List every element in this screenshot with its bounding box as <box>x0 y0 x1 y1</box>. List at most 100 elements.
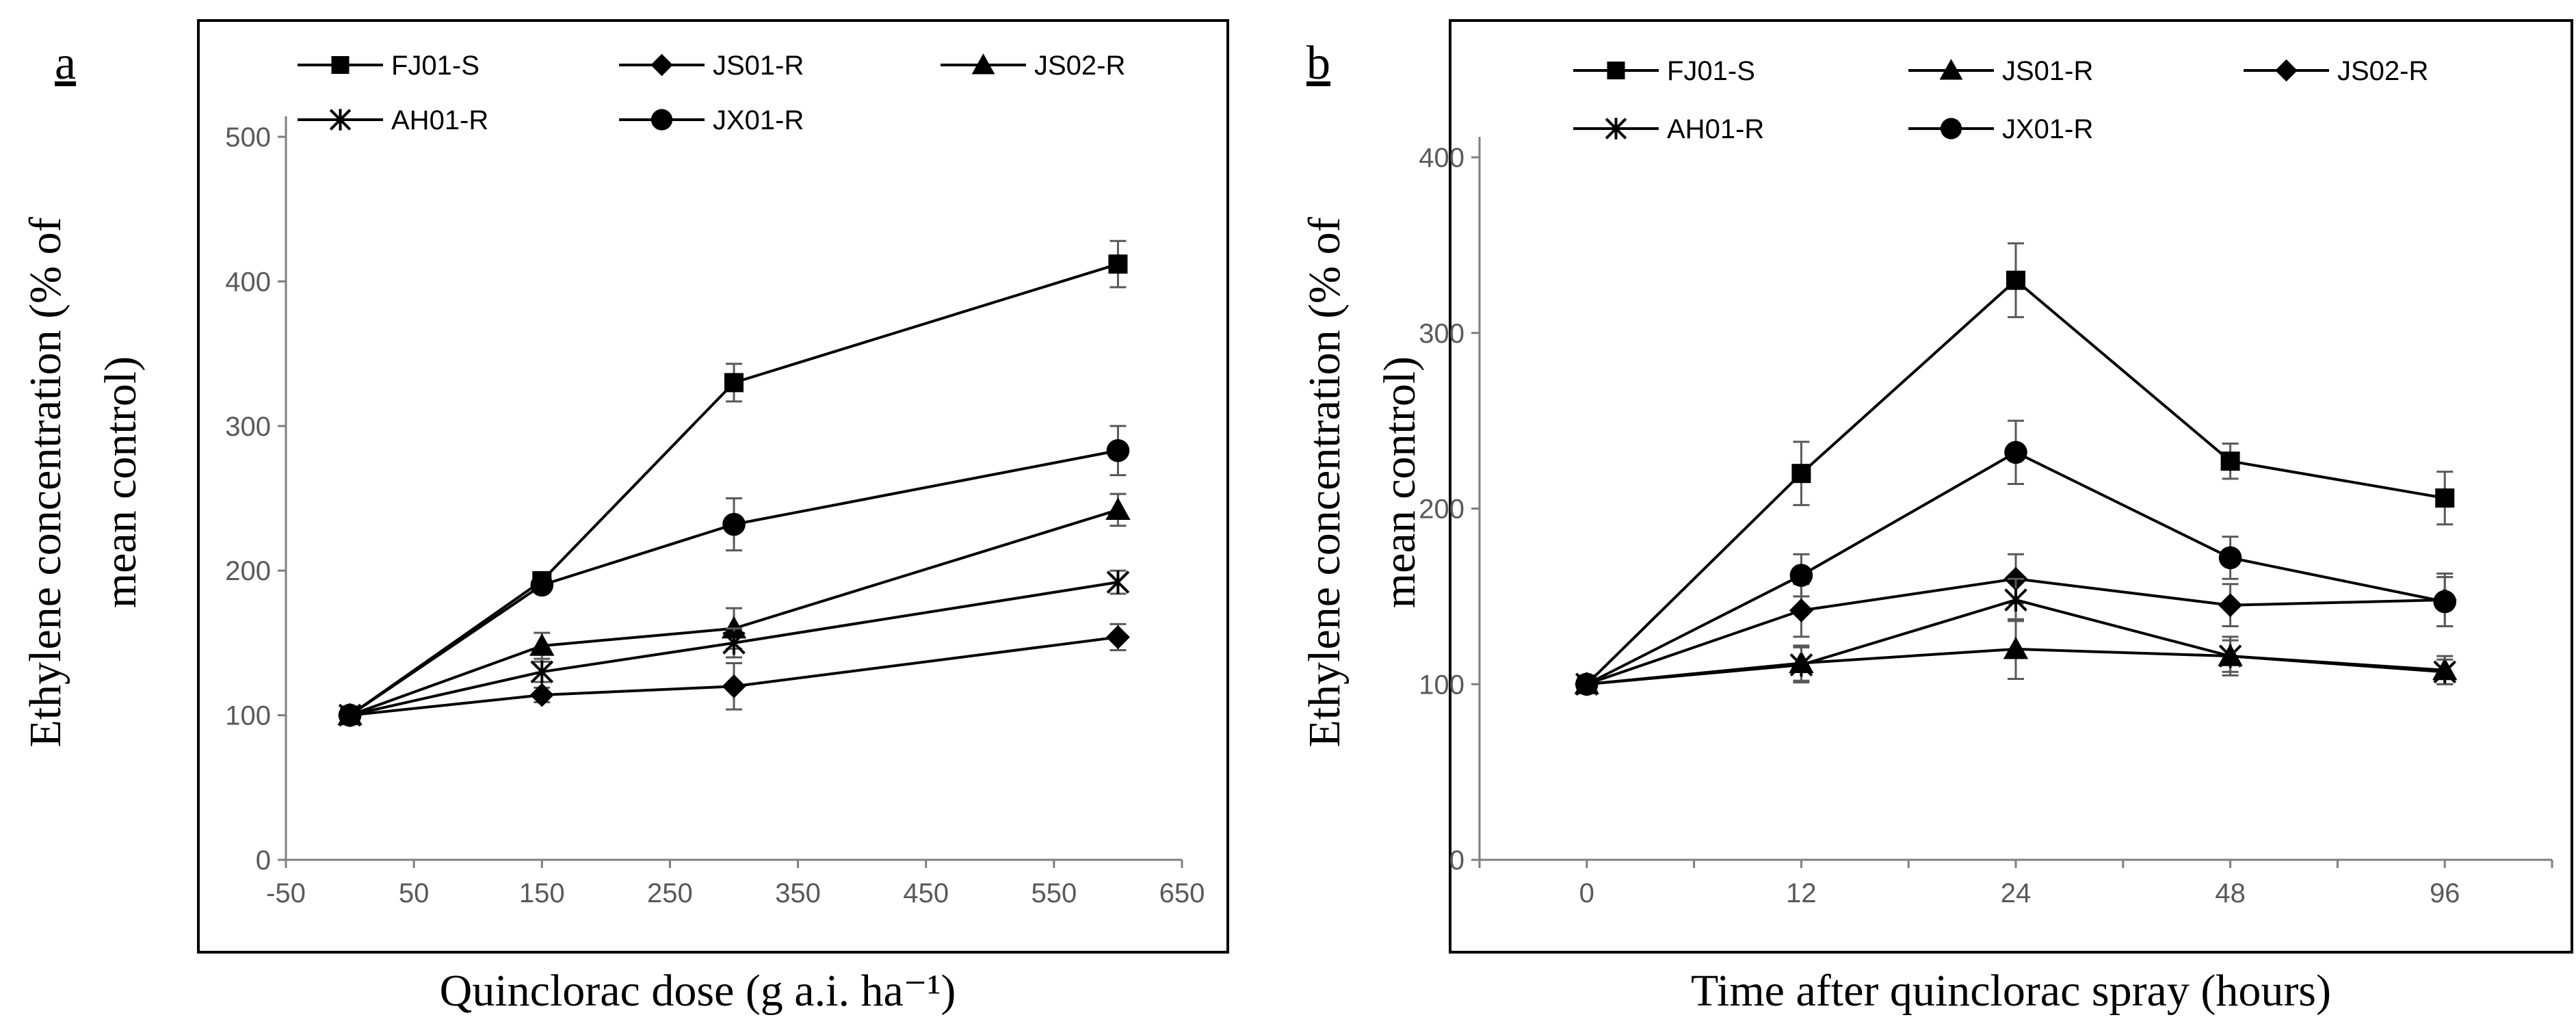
square-marker <box>2006 270 2025 290</box>
chart-panel-a: a 0 100 200 300 400 500 -50 50 150 250 350 450 550 650… <box>21 19 1229 1016</box>
circle-marker <box>1575 672 1599 696</box>
circle-marker <box>1940 118 1962 140</box>
data-point <box>1789 564 1813 587</box>
y-tick-label: 400 <box>225 267 271 297</box>
legend-label: JS02-R <box>2337 56 2428 86</box>
series-line <box>349 263 1119 717</box>
y-tick-label: 0 <box>1449 845 1464 876</box>
data-point <box>530 660 554 684</box>
x-tick-label: 450 <box>903 878 949 908</box>
legend-marker <box>650 53 673 77</box>
x-tick-label: 12 <box>1786 878 1817 908</box>
x-tick-label: 650 <box>1159 878 1205 908</box>
series-line <box>350 581 1118 717</box>
data-point <box>722 512 746 536</box>
data-point <box>722 674 746 698</box>
y-axis-title-line: mean control) <box>96 356 146 608</box>
legend-item: JX01-R <box>619 105 804 135</box>
x-tick-label: 550 <box>1031 878 1077 908</box>
x-tick-label: 96 <box>2430 878 2460 908</box>
x-axis-title: Time after quinclorac spray (hours) <box>1691 966 2331 1016</box>
legend-item: AH01-R <box>298 105 488 135</box>
legend-label: FJ01-S <box>1667 56 1755 86</box>
data-point <box>2218 593 2243 618</box>
square-marker <box>1108 254 1128 274</box>
legend-label: AH01-R <box>391 105 488 135</box>
y-tick-label: 0 <box>256 845 271 876</box>
y-axis-title-line: Ethylene concentration (% of <box>1300 217 1350 747</box>
data-point <box>1789 653 1813 677</box>
data-point <box>2433 590 2456 614</box>
diamond-marker <box>1105 625 1130 649</box>
square-marker <box>1791 464 1811 484</box>
data-point <box>1106 438 1130 462</box>
data-point <box>2004 441 2027 464</box>
chart-frame <box>197 19 1229 954</box>
circle-marker <box>722 512 746 536</box>
legend-marker <box>2275 59 2298 82</box>
series-JS01-R <box>1574 618 2458 694</box>
circle-marker <box>530 573 554 597</box>
series-JX01-R <box>338 425 1130 727</box>
y-tick-label: 300 <box>225 412 271 442</box>
x-tick-label: 250 <box>647 878 693 908</box>
triangle-marker <box>1939 59 1963 80</box>
circle-marker <box>2004 441 2027 464</box>
legend-label: JS01-R <box>713 51 804 81</box>
triangle-marker <box>1105 497 1131 520</box>
legend-item: AH01-R <box>1573 114 1764 144</box>
x-tick-label: -50 <box>266 878 306 908</box>
legend-item: FJ01-S <box>1573 56 1755 86</box>
data-point <box>2004 588 2027 612</box>
data-point <box>2006 270 2025 290</box>
legend-label: JS02-R <box>1034 51 1125 81</box>
legend-marker <box>1607 62 1625 79</box>
series-line <box>349 508 1119 717</box>
legend-label: JX01-R <box>713 105 804 135</box>
circle-marker <box>2433 590 2456 614</box>
data-point <box>1791 464 1811 484</box>
data-point <box>2003 636 2029 659</box>
circle-marker <box>1106 438 1130 462</box>
data-point <box>722 631 746 655</box>
data-point <box>2435 488 2455 508</box>
legend-item: JS01-R <box>1908 56 2093 86</box>
data-point <box>529 683 554 707</box>
x-tick-label: 50 <box>399 878 430 908</box>
legend: FJ01-S JS01-R JS02-R AH01-R JX01-R <box>298 51 1125 135</box>
x-tick-label: 150 <box>519 878 565 908</box>
legend-marker <box>971 53 995 75</box>
x-tick-label: 24 <box>2001 878 2032 908</box>
y-tick-label: 200 <box>225 556 271 586</box>
diamond-marker <box>2218 593 2243 618</box>
triangle-marker <box>971 53 995 75</box>
triangle-marker <box>721 616 747 639</box>
triangle-marker <box>529 633 555 656</box>
y-axis-title: Ethylene concentration (% of mean control… <box>1300 217 1425 747</box>
diamond-marker <box>1789 598 1813 622</box>
circle-marker <box>2218 546 2242 570</box>
chart-frame <box>1449 19 2573 954</box>
data-point <box>2218 644 2242 668</box>
series-line <box>349 449 1118 717</box>
diamond-marker <box>650 53 673 77</box>
x-axis-title: Quinclorac dose (g a.i. ha⁻¹) <box>440 966 956 1016</box>
triangle-marker <box>2003 636 2029 659</box>
diamond-marker <box>529 683 554 707</box>
legend-item: JS02-R <box>941 51 1125 81</box>
legend: FJ01-S JS01-R JS02-R AH01-R JX01-R <box>1573 56 2428 144</box>
x-tick-label: 350 <box>775 878 821 908</box>
legend-label: FJ01-S <box>391 51 479 81</box>
legend-marker <box>1605 118 1627 140</box>
y-tick-label: 100 <box>1419 670 1464 700</box>
circle-marker <box>650 109 673 131</box>
legend-item: JS01-R <box>619 51 804 81</box>
legend-marker <box>331 56 350 74</box>
data-point <box>2220 451 2240 471</box>
data-point <box>530 573 554 597</box>
series-line <box>350 635 1118 717</box>
square-marker <box>331 56 350 74</box>
square-marker <box>724 373 744 393</box>
legend-marker <box>1940 118 1962 140</box>
